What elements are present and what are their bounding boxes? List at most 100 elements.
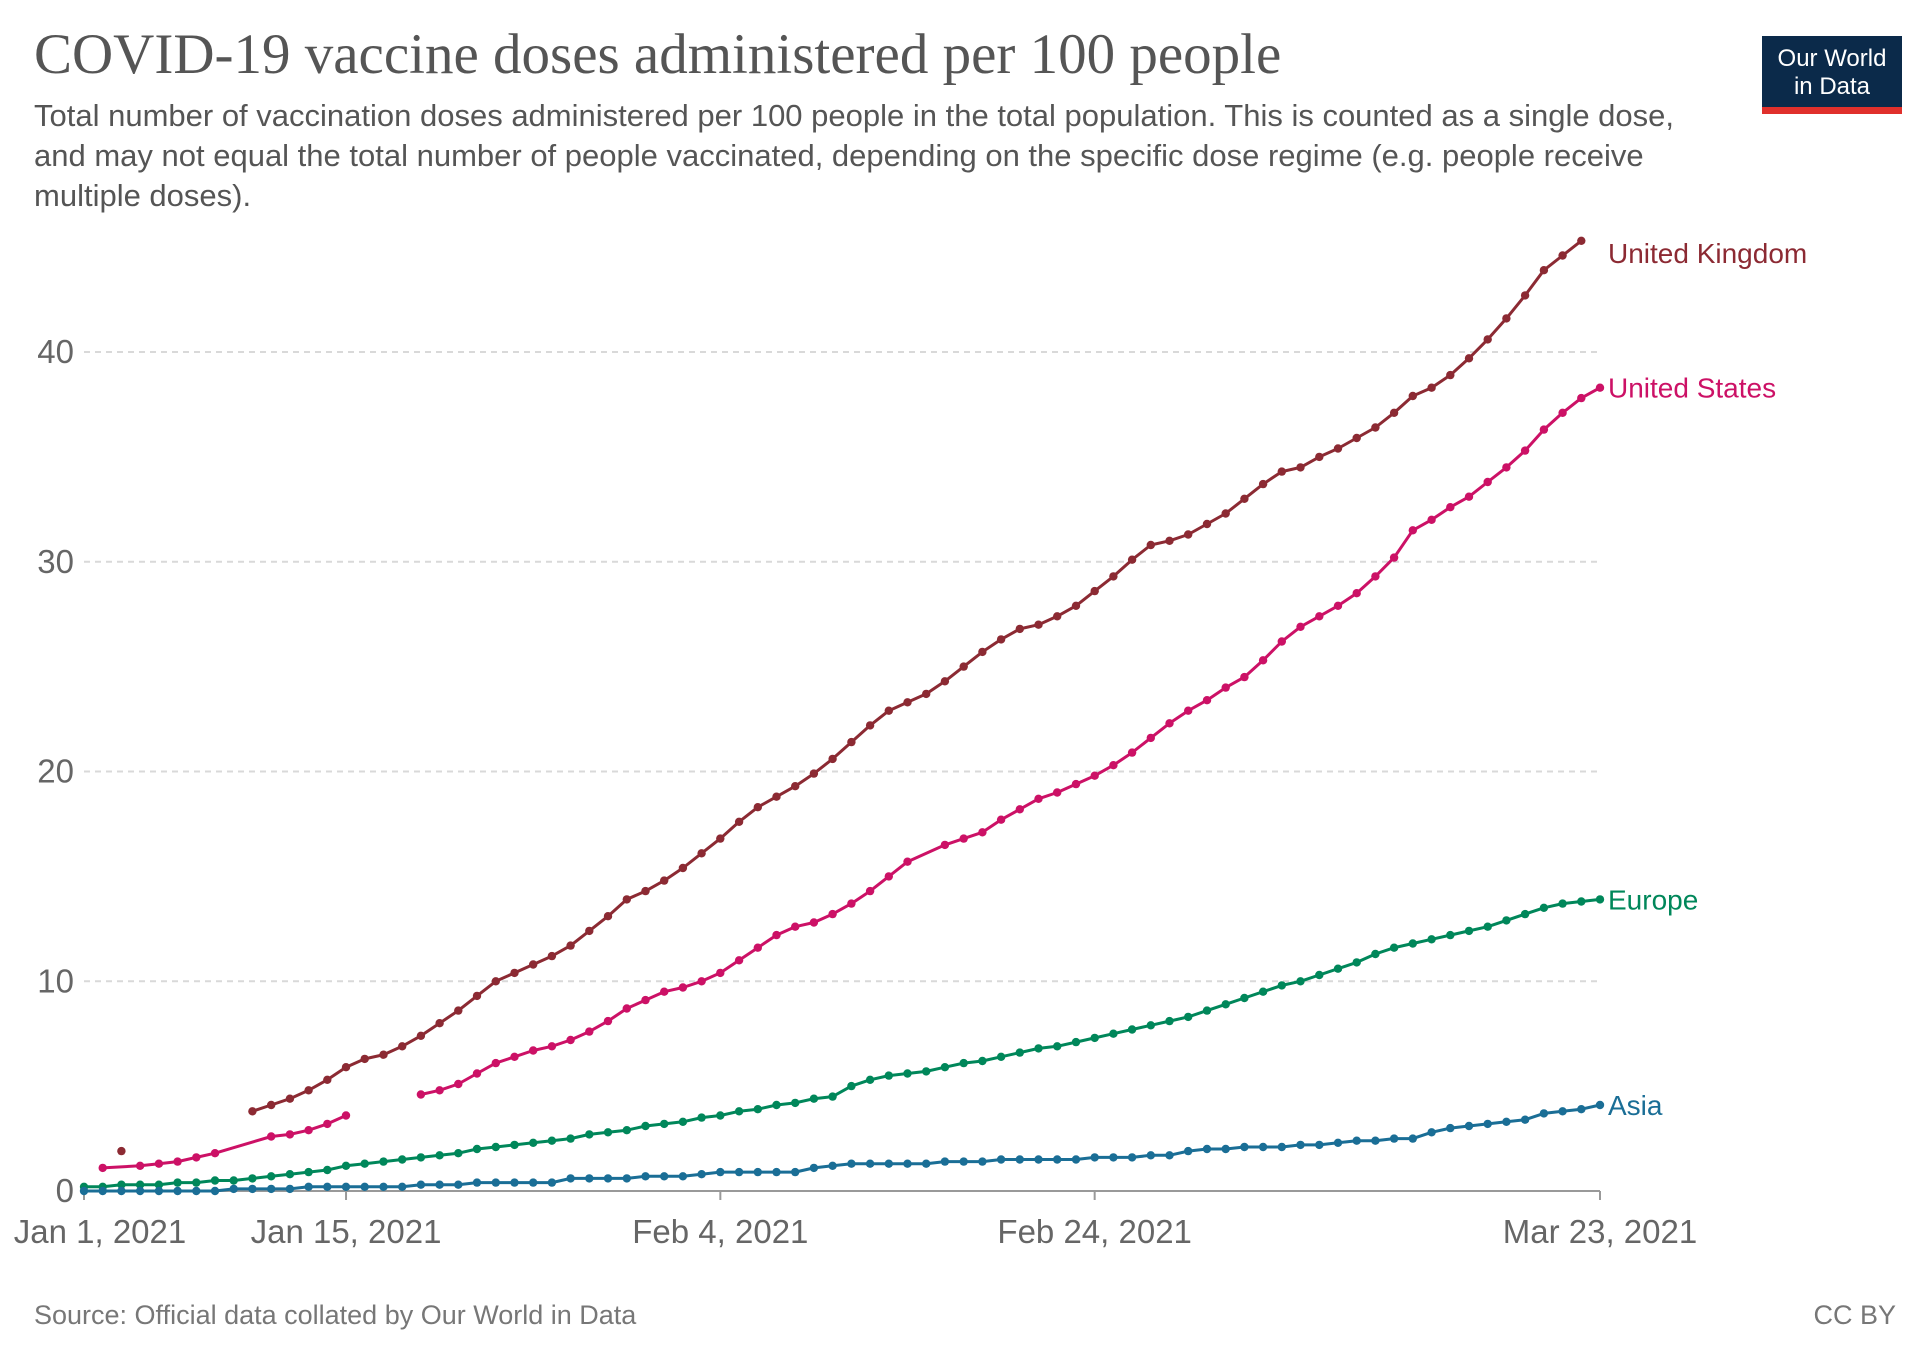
data-point[interactable]: [940, 677, 950, 686]
data-point[interactable]: [547, 1042, 557, 1051]
data-point[interactable]: [454, 1079, 463, 1089]
data-point[interactable]: [1240, 993, 1249, 1003]
data-point[interactable]: [1483, 922, 1492, 931]
data-point[interactable]: [323, 1119, 332, 1129]
data-point[interactable]: [678, 1172, 688, 1181]
data-point[interactable]: [416, 1090, 426, 1099]
data-point[interactable]: [828, 1161, 837, 1171]
data-point[interactable]: [772, 1100, 781, 1110]
data-point[interactable]: [622, 1174, 631, 1183]
data-point[interactable]: [865, 1075, 875, 1085]
data-point[interactable]: [716, 834, 725, 843]
data-point[interactable]: [716, 1111, 725, 1120]
data-point[interactable]: [323, 1075, 332, 1085]
data-point[interactable]: [491, 1058, 500, 1068]
data-point[interactable]: [847, 1081, 856, 1091]
data-point[interactable]: [1427, 935, 1436, 944]
data-point[interactable]: [454, 1006, 463, 1015]
data-point[interactable]: [753, 1167, 762, 1177]
data-point[interactable]: [454, 1149, 463, 1158]
data-point[interactable]: [491, 1178, 500, 1187]
data-point[interactable]: [1277, 981, 1287, 990]
data-point[interactable]: [491, 977, 500, 986]
data-point[interactable]: [285, 1130, 295, 1139]
data-point[interactable]: [1221, 1144, 1230, 1154]
data-point[interactable]: [135, 1161, 145, 1171]
data-point[interactable]: [959, 1157, 968, 1166]
data-point[interactable]: [1296, 463, 1305, 472]
data-point[interactable]: [1221, 509, 1230, 518]
data-point[interactable]: [847, 1159, 856, 1168]
data-point[interactable]: [809, 1094, 819, 1103]
data-point[interactable]: [360, 1054, 369, 1064]
data-point[interactable]: [566, 941, 575, 950]
data-point[interactable]: [154, 1186, 164, 1196]
data-point[interactable]: [996, 1155, 1006, 1164]
data-point[interactable]: [491, 1142, 500, 1152]
data-point[interactable]: [1483, 477, 1492, 487]
data-point[interactable]: [1127, 748, 1137, 757]
data-point[interactable]: [641, 1121, 650, 1131]
data-point[interactable]: [1109, 761, 1118, 770]
data-point[interactable]: [229, 1184, 238, 1194]
data-point[interactable]: [566, 1174, 575, 1183]
data-point[interactable]: [903, 1159, 912, 1168]
data-point[interactable]: [1090, 1033, 1099, 1043]
data-point[interactable]: [884, 706, 893, 715]
data-point[interactable]: [1034, 794, 1043, 803]
data-point[interactable]: [210, 1149, 220, 1158]
data-point[interactable]: [622, 895, 631, 904]
data-point[interactable]: [884, 1071, 893, 1080]
data-point[interactable]: [154, 1159, 164, 1168]
data-point[interactable]: [978, 1056, 987, 1066]
series-label[interactable]: Europe: [1608, 884, 1698, 915]
data-point[interactable]: [379, 1157, 388, 1166]
data-point[interactable]: [173, 1157, 182, 1166]
data-point[interactable]: [678, 983, 688, 992]
data-point[interactable]: [1146, 733, 1156, 743]
data-point[interactable]: [566, 1134, 575, 1143]
data-point[interactable]: [772, 930, 781, 940]
data-point[interactable]: [210, 1176, 220, 1185]
data-point[interactable]: [1371, 949, 1380, 959]
data-point[interactable]: [641, 886, 650, 896]
data-point[interactable]: [1146, 1151, 1156, 1160]
data-point[interactable]: [248, 1174, 257, 1183]
data-point[interactable]: [1595, 1100, 1605, 1110]
data-point[interactable]: [1090, 1153, 1099, 1162]
data-point[interactable]: [248, 1184, 257, 1194]
data-point[interactable]: [1371, 572, 1380, 581]
data-point[interactable]: [1539, 266, 1549, 275]
data-point[interactable]: [1427, 515, 1436, 524]
data-point[interactable]: [1221, 683, 1230, 692]
data-point[interactable]: [791, 1098, 800, 1108]
data-point[interactable]: [1109, 1153, 1118, 1162]
data-point[interactable]: [1464, 926, 1474, 936]
data-point[interactable]: [772, 792, 781, 801]
data-point[interactable]: [959, 662, 968, 671]
data-point[interactable]: [1053, 1155, 1062, 1164]
data-point[interactable]: [1502, 463, 1511, 472]
data-point[interactable]: [547, 1136, 557, 1145]
data-point[interactable]: [641, 995, 650, 1005]
data-point[interactable]: [323, 1182, 332, 1192]
data-point[interactable]: [1277, 637, 1287, 646]
data-point[interactable]: [622, 1126, 631, 1135]
data-point[interactable]: [510, 1140, 519, 1150]
data-point[interactable]: [1258, 479, 1268, 489]
data-point[interactable]: [1408, 939, 1418, 948]
data-point[interactable]: [1202, 519, 1212, 529]
data-point[interactable]: [1165, 1016, 1174, 1026]
data-point[interactable]: [1258, 656, 1268, 665]
data-point[interactable]: [210, 1186, 220, 1196]
data-point[interactable]: [1389, 553, 1399, 562]
data-point[interactable]: [98, 1163, 107, 1173]
data-point[interactable]: [529, 1138, 538, 1148]
data-point[interactable]: [398, 1042, 407, 1051]
data-point[interactable]: [1520, 291, 1530, 300]
data-point[interactable]: [1127, 555, 1137, 564]
data-point[interactable]: [1577, 1105, 1586, 1114]
data-point[interactable]: [285, 1170, 295, 1179]
series-label[interactable]: United Kingdom: [1608, 238, 1807, 269]
data-point[interactable]: [865, 721, 875, 730]
